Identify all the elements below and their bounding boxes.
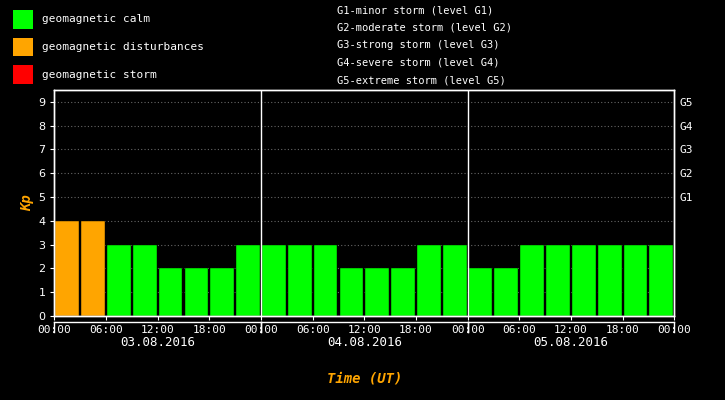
Text: G2-moderate storm (level G2): G2-moderate storm (level G2) [337,23,513,33]
Bar [339,268,363,316]
Bar [494,268,518,316]
Bar [365,268,389,316]
Text: G1-minor storm (level G1): G1-minor storm (level G1) [337,5,494,15]
Text: geomagnetic storm: geomagnetic storm [42,70,157,80]
Bar [236,245,260,316]
Text: G3-strong storm (level G3): G3-strong storm (level G3) [337,40,500,50]
Bar [159,268,183,316]
Bar [650,245,674,316]
Bar [288,245,312,316]
Bar [133,245,157,316]
Text: 04.08.2016: 04.08.2016 [327,336,402,348]
Bar [314,245,337,316]
Bar [185,268,208,316]
Bar [468,268,492,316]
Bar [107,245,130,316]
Text: geomagnetic disturbances: geomagnetic disturbances [42,42,204,52]
Text: 05.08.2016: 05.08.2016 [534,336,608,348]
Bar [13,38,33,56]
Text: 03.08.2016: 03.08.2016 [120,336,195,348]
Bar [392,268,415,316]
Bar [521,245,544,316]
Text: geomagnetic calm: geomagnetic calm [42,14,149,24]
Bar [546,245,570,316]
Bar [13,65,33,84]
Text: Time (UT): Time (UT) [327,371,402,385]
Text: G4-severe storm (level G4): G4-severe storm (level G4) [337,58,500,68]
Bar [572,245,596,316]
Bar [624,245,647,316]
Bar [443,245,467,316]
Text: G5-extreme storm (level G5): G5-extreme storm (level G5) [337,76,506,86]
Bar [598,245,621,316]
Bar [13,10,33,29]
Bar [81,221,105,316]
Bar [262,245,286,316]
Bar [417,245,441,316]
Bar [210,268,234,316]
Bar [55,221,79,316]
Y-axis label: Kp: Kp [20,195,34,211]
